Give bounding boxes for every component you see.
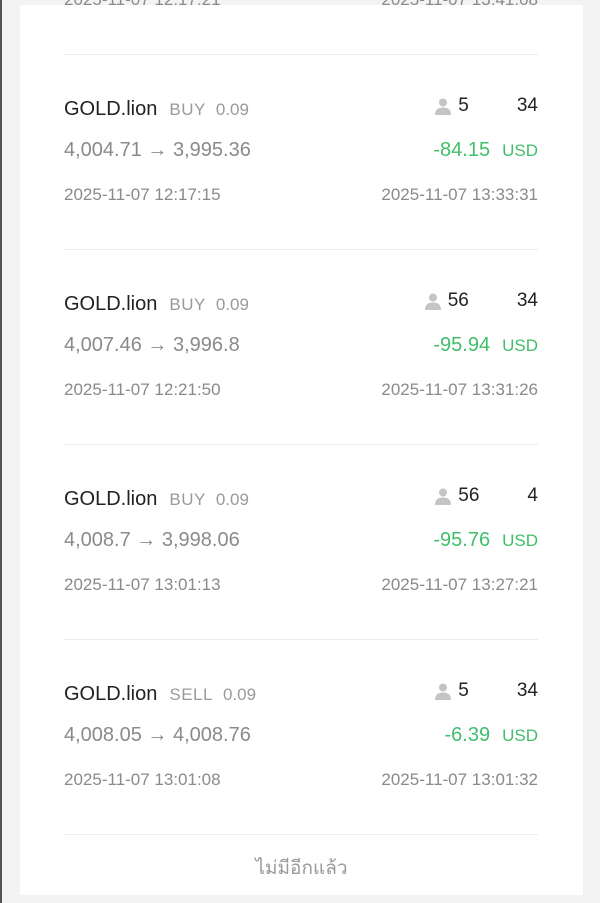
close-price: 3,996.8 [172,334,240,356]
account-prefix: 5 [458,680,469,701]
user-icon [435,488,452,505]
symbol: GOLD.lion [64,293,158,315]
profit-loss: -95.76 [433,529,491,551]
arrow-right-icon: → [147,724,168,746]
open-price: 4,007.46 [64,334,142,356]
divider [64,444,538,445]
account-suffix: 34 [516,95,538,116]
trade-row[interactable]: GOLD.lion BUY 0.09 56 34 4,007.46 → 3,996.8… [64,290,538,493]
close-price: 3,998.06 [161,529,240,551]
account-prefix: 56 [458,485,480,506]
account: 56 34 [424,290,538,312]
symbol: GOLD.lion [64,683,158,705]
open-time: 2025-11-07 12:21:50 [64,380,221,399]
currency: USD [502,336,538,355]
volume: 0.09 [215,490,249,509]
symbol: GOLD.lion [64,98,158,120]
trade-row[interactable]: GOLD.lion BUY 0.09 5 34 4,004.71 → 3,995.36… [64,95,538,298]
account: 56 4 [434,485,538,507]
symbol: GOLD.lion [64,488,158,510]
user-icon [435,683,452,700]
volume: 0.09 [215,100,249,119]
open-time: 2025-11-07 12:17:15 [64,185,221,204]
user-icon [435,98,452,115]
close-time: 2025-11-07 13:01:32 [381,770,538,789]
trade-row[interactable]: GOLD.lion BUY 0.09 56 4 4,008.7 → 3,998.06 … [64,485,538,688]
side: BUY [169,295,206,314]
close-price: 3,995.36 [172,139,251,161]
close-price: 4,008.76 [172,724,251,746]
side: SELL [169,685,213,704]
open-time: 2025-11-07 13:01:13 [64,575,221,594]
user-icon [424,293,441,310]
profit-loss: -6.39 [444,724,491,746]
account-suffix: 34 [516,680,538,701]
side: BUY [169,490,206,509]
account-suffix: 34 [516,290,538,311]
currency: USD [502,726,538,745]
open-price: 4,008.7 [64,529,131,551]
account-prefix: 5 [458,95,469,116]
arrow-right-icon: → [147,334,168,356]
account: 5 34 [434,95,538,117]
trade-history-list: 2025-11-07 12:17:21 2025-11-07 13:41:08 G… [20,0,583,895]
arrow-right-icon: → [147,139,168,161]
open-price: 4,008.05 [64,724,142,746]
divider [64,834,538,835]
currency: USD [502,141,538,160]
divider [64,249,538,250]
divider [64,639,538,640]
previous-trade-row-partial: 2025-11-07 12:17:21 2025-11-07 13:41:08 [64,0,538,103]
close-time: 2025-11-07 13:33:31 [381,185,538,204]
open-time: 2025-11-07 12:17:21 [64,0,221,10]
currency: USD [502,531,538,550]
close-time: 2025-11-07 13:31:26 [381,380,538,399]
volume: 0.09 [222,685,257,704]
arrow-right-icon: → [136,529,157,551]
close-time: 2025-11-07 13:27:21 [381,575,538,594]
account-prefix: 56 [447,290,469,311]
open-price: 4,004.71 [64,139,142,161]
side: BUY [169,100,206,119]
account: 5 34 [434,680,538,702]
open-time: 2025-11-07 13:01:08 [64,770,221,789]
profit-loss: -84.15 [433,139,491,161]
volume: 0.09 [215,295,249,314]
close-time: 2025-11-07 13:41:08 [381,0,538,10]
end-of-list-text: ไม่มีอีกแล้ว [255,858,348,879]
trade-row[interactable]: GOLD.lion SELL 0.09 5 34 4,008.05 → 4,008.7… [64,680,538,883]
divider [64,54,538,55]
account-suffix: 4 [527,485,538,506]
profit-loss: -95.94 [433,334,491,356]
